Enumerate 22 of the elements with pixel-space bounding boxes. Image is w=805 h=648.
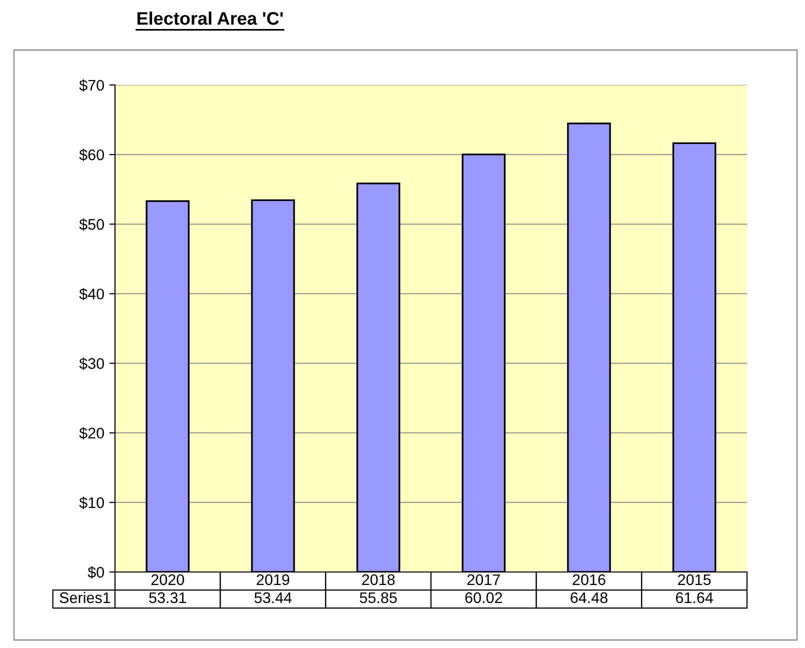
x-tick-label: 2016 [572, 574, 606, 586]
chart-title: Electoral Area 'C' [138, 12, 283, 25]
data-label: 55.85 [360, 592, 397, 604]
y-tick-label: $40 [79, 288, 104, 300]
x-tick-label: 2015 [678, 574, 711, 586]
data-label: 53.31 [149, 592, 186, 604]
x-tick-label: 2018 [362, 574, 395, 586]
y-tick-label: $0 [88, 566, 104, 579]
data-label: 53.44 [254, 592, 292, 604]
y-tick-label: $30 [79, 358, 104, 370]
y-tick-label: $70 [79, 79, 104, 92]
data-label: 60.02 [465, 592, 502, 604]
data-label: 64.48 [570, 592, 608, 604]
y-tick-label: $20 [79, 427, 104, 440]
y-tick-label: $10 [79, 496, 104, 510]
text: Series1 [60, 592, 110, 604]
x-tick-label: 2020 [151, 574, 184, 586]
y-tick-label: $60 [79, 148, 104, 162]
data-label: 61.64 [676, 592, 714, 604]
y-tick-label: $50 [79, 218, 104, 231]
x-tick-label: 2019 [256, 574, 290, 586]
x-tick-label: 2017 [467, 574, 500, 586]
